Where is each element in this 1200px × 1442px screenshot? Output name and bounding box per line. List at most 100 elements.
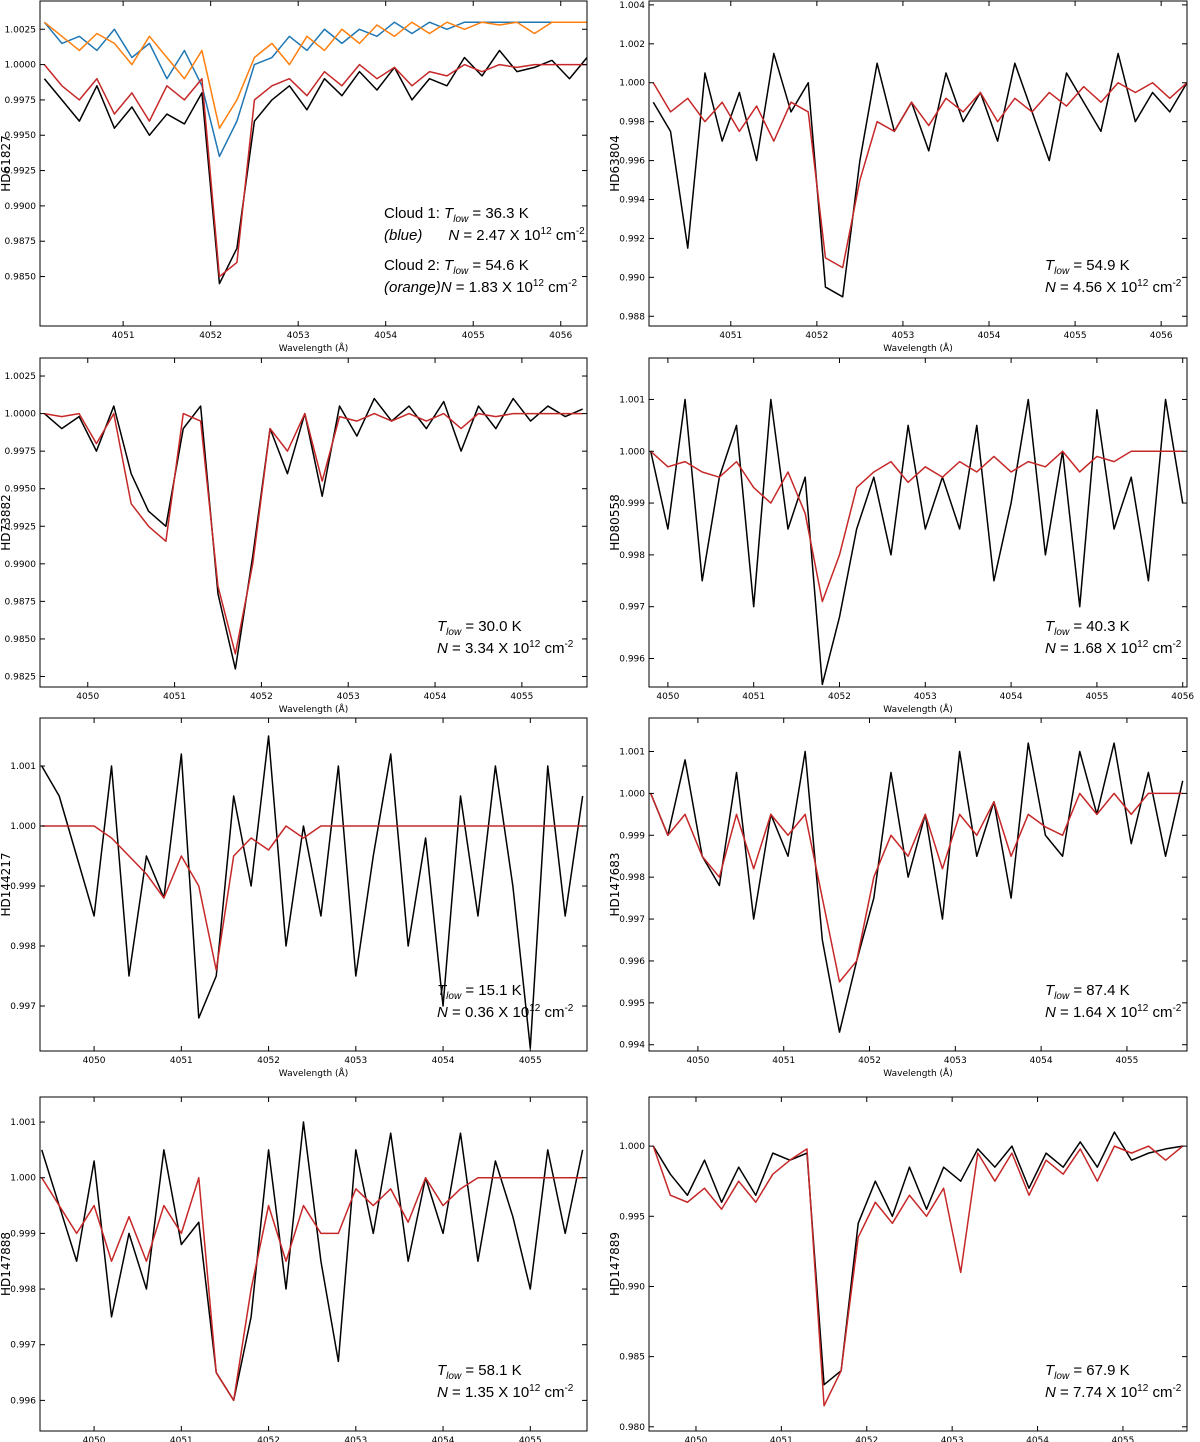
annotation-run: = 30.0 K	[461, 618, 521, 635]
x-tick-label: 4052	[805, 331, 828, 341]
y-tick-label: 0.998	[619, 551, 645, 561]
y-tick-label: 0.999	[619, 499, 645, 509]
annotation: (orange)N = 1.83 X 1012 cm-2	[384, 278, 578, 296]
spectrum-line	[650, 742, 1184, 1033]
spectrum-line	[43, 63, 587, 278]
annotation-run: -2	[1172, 278, 1181, 289]
y-tick-label: 1.0000	[5, 410, 37, 420]
x-axis-label: Wavelength (Å)	[279, 342, 348, 354]
y-tick-label: 0.9875	[5, 597, 37, 607]
annotation-run: T	[437, 1362, 448, 1379]
annotation-run: 12	[529, 639, 541, 650]
y-tick-label: 0.998	[10, 1285, 36, 1295]
spectrum-line	[652, 52, 1187, 298]
spectrum-line	[43, 397, 583, 670]
y-tick-label: 0.9850	[5, 273, 37, 283]
annotation: N = 1.68 X 1012 cm-2	[1045, 639, 1182, 657]
spectrum-line	[650, 450, 1183, 603]
x-tick-label: 4054	[1000, 692, 1023, 702]
annotation-run: -2	[564, 639, 573, 650]
y-tick-label: 1.000	[619, 1142, 645, 1152]
x-tick-label: 4054	[432, 1436, 455, 1442]
x-tick-label: 4053	[344, 1056, 367, 1066]
annotation-run: = 58.1 K	[461, 1362, 521, 1379]
annotation-run: -2	[576, 226, 585, 237]
y-tick-label: 0.990	[619, 1282, 645, 1292]
annotation-run: Cloud 1:	[384, 205, 444, 222]
annotation-run: low	[453, 266, 469, 277]
annotation-run: low	[446, 991, 462, 1002]
annotation-run: = 1.35 X 10	[448, 1384, 529, 1401]
annotation-run: -2	[1172, 639, 1181, 650]
annotation: N = 3.34 X 1012 cm-2	[437, 639, 574, 657]
annotation-run: N	[1045, 1384, 1056, 1401]
y-tick-label: 0.9975	[5, 96, 37, 106]
y-tick-label: 0.9875	[5, 237, 37, 247]
spectrum-line	[652, 1131, 1183, 1386]
annotation-run: 12	[529, 1003, 541, 1014]
y-tick-label: 1.001	[10, 762, 36, 772]
x-tick-label: 4054	[1026, 1436, 1049, 1442]
annotation-run: cm	[552, 227, 576, 244]
x-axis-label: Wavelength (Å)	[883, 703, 952, 715]
annotation-run: T	[1045, 257, 1056, 274]
y-tick-label: 1.000	[10, 822, 36, 832]
y-tick-label: 1.0025	[5, 372, 37, 382]
x-tick-label: 4053	[287, 331, 310, 341]
y-tick-label: 0.994	[619, 196, 645, 206]
panel: 4050 4051 4052 4053 4054 4055 0.9825 0.9850 0.98…	[0, 357, 588, 715]
x-tick-label: 4056	[549, 331, 572, 341]
y-tick-label: 0.999	[619, 831, 645, 841]
annotation: N = 4.56 X 1012 cm-2	[1045, 278, 1182, 296]
x-tick-label: 4053	[914, 692, 937, 702]
annotation-run: -2	[1172, 1003, 1181, 1014]
x-tick-label: 4053	[344, 1436, 367, 1442]
y-tick-label: 0.999	[10, 1229, 36, 1239]
x-tick-label: 4050	[83, 1056, 106, 1066]
annotation: Tlow = 54.9 K	[1045, 257, 1130, 277]
x-tick-label: 4055	[510, 692, 533, 702]
annotation: N = 1.64 X 1012 cm-2	[1045, 1003, 1182, 1021]
annotation-run: = 40.3 K	[1069, 618, 1129, 635]
y-tick-label: 0.9850	[5, 635, 37, 645]
annotation-run: N	[1045, 640, 1056, 657]
x-tick-label: 4051	[742, 692, 765, 702]
annotation-run: T	[444, 205, 455, 222]
y-tick-label: 0.997	[10, 1002, 36, 1012]
annotation-run: = 67.9 K	[1069, 1362, 1129, 1379]
spectrum-line	[650, 792, 1183, 983]
annotation-run: T	[437, 618, 448, 635]
x-tick-label: 4054	[432, 1056, 455, 1066]
annotation: Cloud 1: Tlow = 36.3 K	[384, 205, 529, 225]
x-axis-label: Wavelength (Å)	[279, 1067, 348, 1079]
annotation-run: 12	[529, 1383, 541, 1394]
x-tick-label: 4052	[855, 1436, 878, 1442]
x-tick-label: 4052	[828, 692, 851, 702]
annotation-run: low	[1054, 1371, 1070, 1382]
panel: 4050 4051 4052 4053 4054 4055 0.980 0.985 0.990 0…	[608, 1096, 1188, 1442]
y-tick-label: 1.000	[619, 447, 645, 457]
panel: 4051 4052 4053 4054 4055 4056 0.988 0.990 0.992 0…	[608, 0, 1188, 354]
annotation-run: = 1.83 X 10	[452, 279, 533, 296]
x-tick-label: 4052	[257, 1436, 280, 1442]
y-tick-label: 0.988	[619, 312, 645, 322]
annotation-run: = 0.36 X 10	[448, 1004, 529, 1021]
x-tick-label: 4053	[337, 692, 360, 702]
y-tick-label: 1.0000	[5, 61, 37, 71]
y-tick-label: 0.9925	[5, 167, 37, 177]
annotation-run: T	[1045, 1362, 1056, 1379]
x-tick-label: 4050	[685, 1436, 708, 1442]
y-tick-label: 0.994	[619, 1041, 645, 1051]
y-axis-label: HD63804	[608, 135, 622, 191]
y-tick-label: 0.9900	[5, 202, 37, 212]
y-tick-label: 0.999	[10, 882, 36, 892]
panel: 4051 4052 4053 4054 4055 4056 0.9850 0.9875 0.99…	[0, 0, 588, 354]
y-tick-label: 0.9900	[5, 560, 37, 570]
x-tick-label: 4054	[374, 331, 397, 341]
annotation: N = 7.74 X 1012 cm-2	[1045, 1383, 1182, 1401]
annotation: Tlow = 30.0 K	[437, 618, 522, 638]
annotation-run: N	[448, 227, 459, 244]
annotation-run: low	[446, 1371, 462, 1382]
y-tick-label: 0.996	[10, 1396, 36, 1406]
